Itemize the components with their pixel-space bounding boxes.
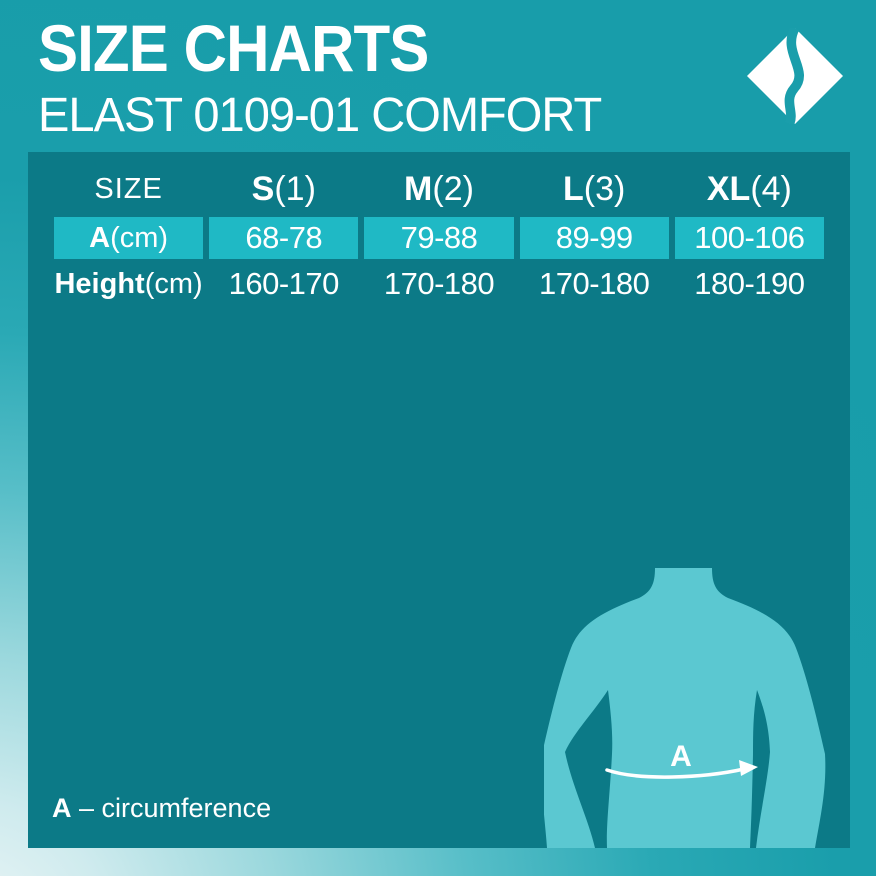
legend-letter: A xyxy=(52,793,72,823)
table-header-xl: XL (4) xyxy=(675,166,824,212)
table-cell-a-m: 79-88 xyxy=(364,217,514,259)
size-table: SIZE S (1) M (2) L (3) XL (4) A (cm) 68-78 79… xyxy=(54,166,824,304)
page-title: SIZE CHARTS xyxy=(38,11,429,85)
table-cell-height-xl: 180-190 xyxy=(694,266,805,301)
table-cell-height-s: 160-170 xyxy=(228,266,340,301)
col-label-light: (4) xyxy=(750,169,792,208)
table-cell-a-s: 68-78 xyxy=(209,217,359,259)
arrow-label-a: A xyxy=(670,740,692,773)
col-label-bold: S xyxy=(251,169,275,208)
col-label-bold: M xyxy=(404,169,433,208)
col-label-bold: L xyxy=(563,169,584,208)
table-cell-a-l: 89-99 xyxy=(519,217,669,259)
col-label-light: (3) xyxy=(583,169,626,208)
col-label-bold: XL xyxy=(706,169,751,208)
table-header-m: M (2) xyxy=(364,166,513,212)
col-label-light: (1) xyxy=(274,169,316,208)
arrowhead-icon xyxy=(739,760,758,776)
row-label-bold: A xyxy=(89,221,111,254)
row-label-bold: Height xyxy=(54,267,145,300)
chart-panel: SIZE S (1) M (2) L (3) XL (4) A (cm) 68-78 79… xyxy=(28,152,850,848)
row-label-a: A (cm) xyxy=(54,217,204,259)
table-cell-a-xl: 100-106 xyxy=(674,217,824,259)
table-cell-height-m: 170-180 xyxy=(383,266,495,301)
col-label-light: (2) xyxy=(432,169,474,208)
table-header-s: S (1) xyxy=(209,166,358,212)
brand-diamond-logo-icon xyxy=(747,28,843,124)
legend-circumference: A – circumference xyxy=(52,793,271,824)
back-torso-illustration: A xyxy=(544,568,826,848)
row-label-light: (cm) xyxy=(144,267,203,300)
table-header-size: SIZE xyxy=(94,172,163,205)
row-label-height: Height (cm) xyxy=(54,264,203,304)
circumference-arrow xyxy=(605,767,746,779)
row-label-light: (cm) xyxy=(110,221,169,254)
table-header-l: L (3) xyxy=(520,166,669,212)
legend-text: – circumference xyxy=(79,793,272,823)
product-subtitle: ELAST 0109-01 COMFORT xyxy=(38,89,602,142)
table-cell-height-l: 170-180 xyxy=(539,266,650,301)
